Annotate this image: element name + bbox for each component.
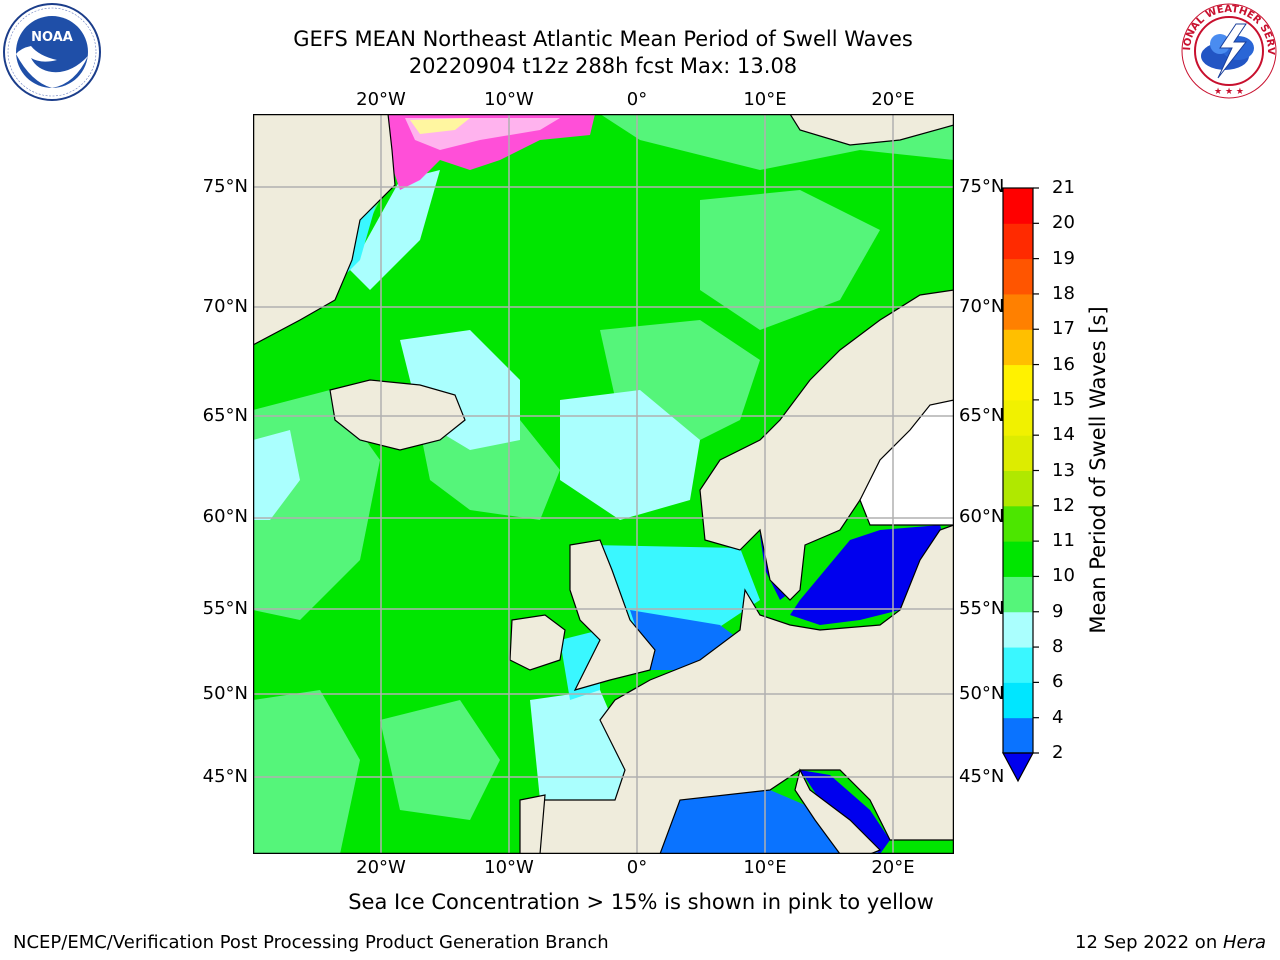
lon-label-bottom: 10°W	[484, 857, 534, 878]
colorbar-title: Mean Period of Swell Waves [s]	[1086, 306, 1110, 634]
footer-host: Hera	[1222, 932, 1266, 953]
colorbar-under-arrow	[1001, 752, 1035, 783]
colorbar-tick-label: 20	[1052, 212, 1075, 234]
lat-label-left: 45°N	[202, 766, 248, 787]
colorbar-tick-label: 13	[1052, 459, 1075, 481]
lat-label-right: 65°N	[959, 405, 1005, 426]
colorbar	[1001, 187, 1039, 783]
colorbar-tick-label: 2	[1052, 742, 1064, 763]
colorbar-tick-label: 15	[1052, 388, 1075, 410]
nws-logo: NATIONAL WEATHER SERVICE ★ ★ ★	[1180, 2, 1277, 99]
finland-ice-region	[859, 399, 954, 526]
lon-label-top: 20°W	[356, 89, 406, 110]
chart-subtitle: 20220904 t12z 288h fcst Max: 13.08	[408, 54, 798, 78]
colorbar-segment	[1003, 399, 1033, 436]
colorbar-tick-label: 18	[1052, 282, 1075, 304]
lon-label-top: 10°E	[743, 89, 787, 110]
great-britain	[569, 539, 656, 691]
footer-date-text: 12 Sep 2022 on	[1075, 932, 1223, 953]
lat-label-right: 45°N	[959, 766, 1005, 787]
lat-label-right: 60°N	[959, 506, 1005, 527]
graticule	[253, 114, 954, 854]
greenland	[253, 114, 396, 346]
colorbar-segment	[1003, 364, 1033, 401]
colorbar-tick-label: 11	[1052, 530, 1075, 552]
lat-label-left: 55°N	[202, 598, 248, 619]
noaa-logo-text: NOAA	[31, 30, 73, 45]
colorbar-segment	[1003, 682, 1033, 719]
colorbar-tick-label: 4	[1052, 706, 1064, 728]
colorbar-segment	[1003, 293, 1033, 330]
colorbar-tick-label: 8	[1052, 636, 1064, 658]
lat-label-right: 75°N	[959, 176, 1005, 197]
colorbar-tick-label: 12	[1052, 494, 1075, 516]
iceland	[329, 379, 466, 451]
colorbar-segment	[1003, 329, 1033, 366]
ireland	[509, 614, 566, 671]
sea-ice-note: Sea Ice Concentration > 15% is shown in …	[348, 890, 934, 914]
colorbar-segment	[1003, 435, 1033, 471]
lon-label-top: 0°	[626, 89, 648, 110]
colorbar-tick-label: 10	[1052, 565, 1075, 587]
iberia	[519, 794, 546, 854]
lat-label-left: 75°N	[202, 176, 248, 197]
colorbar-segment	[1003, 258, 1033, 295]
colorbar-tick-label: 17	[1052, 318, 1075, 340]
colorbar-segment	[1003, 188, 1033, 224]
colorbar-segment	[1003, 611, 1033, 648]
colorbar-tick-label: 19	[1052, 247, 1075, 269]
lon-label-bottom: 0°	[626, 857, 648, 878]
colorbar-segment	[1003, 505, 1033, 542]
map-frame	[253, 114, 954, 854]
colorbar-segment	[1003, 223, 1033, 260]
lat-label-right: 70°N	[959, 296, 1005, 317]
colorbar-tick-label: 6	[1052, 671, 1064, 693]
noaa-logo: NOAA	[3, 3, 101, 101]
colorbar-segment	[1003, 647, 1033, 683]
land-areas	[253, 114, 954, 854]
footer-date: 12 Sep 2022 on Hera	[1075, 932, 1266, 953]
lon-label-top: 20°E	[871, 89, 915, 110]
lon-label-top: 10°W	[484, 89, 534, 110]
lon-label-bottom: 20°W	[356, 857, 406, 878]
continental-europe	[519, 524, 954, 854]
svalbard	[789, 114, 954, 146]
colorbar-segment	[1003, 541, 1033, 577]
footer-credit: NCEP/EMC/Verification Post Processing Pr…	[13, 932, 609, 953]
lon-label-bottom: 10°E	[743, 857, 787, 878]
italy	[794, 768, 882, 854]
colorbar-tick-label: 16	[1052, 353, 1075, 375]
chart-title: GEFS MEAN Northeast Atlantic Mean Period…	[293, 27, 913, 51]
map-panel	[253, 114, 954, 854]
lat-label-left: 70°N	[202, 296, 248, 317]
lat-label-right: 50°N	[959, 683, 1005, 704]
lon-label-bottom: 20°E	[871, 857, 915, 878]
colorbar-segment	[1003, 470, 1033, 507]
colorbar-tick-label: 21	[1052, 177, 1075, 198]
nws-stars: ★ ★ ★	[1214, 87, 1244, 97]
lat-label-right: 55°N	[959, 598, 1005, 619]
lat-label-left: 60°N	[202, 506, 248, 527]
colorbar-segment	[1003, 576, 1033, 613]
colorbar-tick-label: 14	[1052, 424, 1075, 446]
lat-label-left: 50°N	[202, 683, 248, 704]
sea-ice-area	[388, 114, 595, 190]
lat-label-left: 65°N	[202, 405, 248, 426]
colorbar-tick-label: 9	[1052, 600, 1064, 622]
colorbar-segment	[1003, 717, 1033, 754]
